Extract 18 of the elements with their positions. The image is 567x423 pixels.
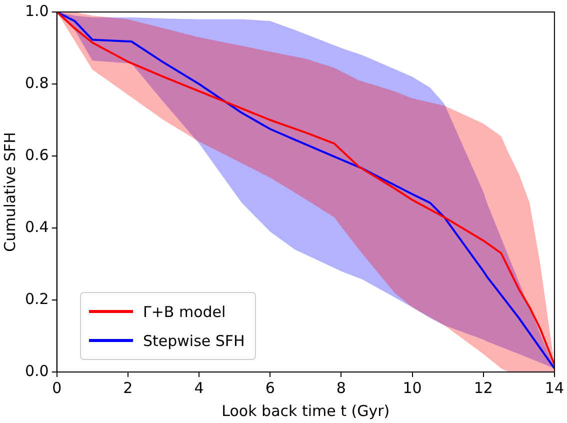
x-tick-label: 4 xyxy=(194,378,204,397)
y-tick-label: 0.6 xyxy=(24,146,49,164)
x-tick-label: 0 xyxy=(52,378,62,397)
x-tick-label: 8 xyxy=(336,378,346,397)
x-axis-title: Look back time t (Gyr) xyxy=(222,402,390,420)
legend-label: Stepwise SFH xyxy=(143,332,245,350)
legend-label: Γ+B model xyxy=(143,302,226,320)
x-tick-label: 12 xyxy=(474,378,493,397)
y-axis-title: Cumulative SFH xyxy=(0,132,19,252)
x-tick-label: 6 xyxy=(265,378,275,397)
x-tick-label: 10 xyxy=(402,378,422,397)
y-tick-label: 0.4 xyxy=(24,218,49,236)
x-tick-label: 14 xyxy=(544,378,564,397)
y-tick-label: 1.0 xyxy=(24,2,49,20)
y-tick-label: 0.2 xyxy=(24,290,49,308)
x-tick-label: 2 xyxy=(123,378,133,397)
y-tick-label: 0.8 xyxy=(24,74,49,92)
y-tick-label: 0.0 xyxy=(24,362,49,380)
